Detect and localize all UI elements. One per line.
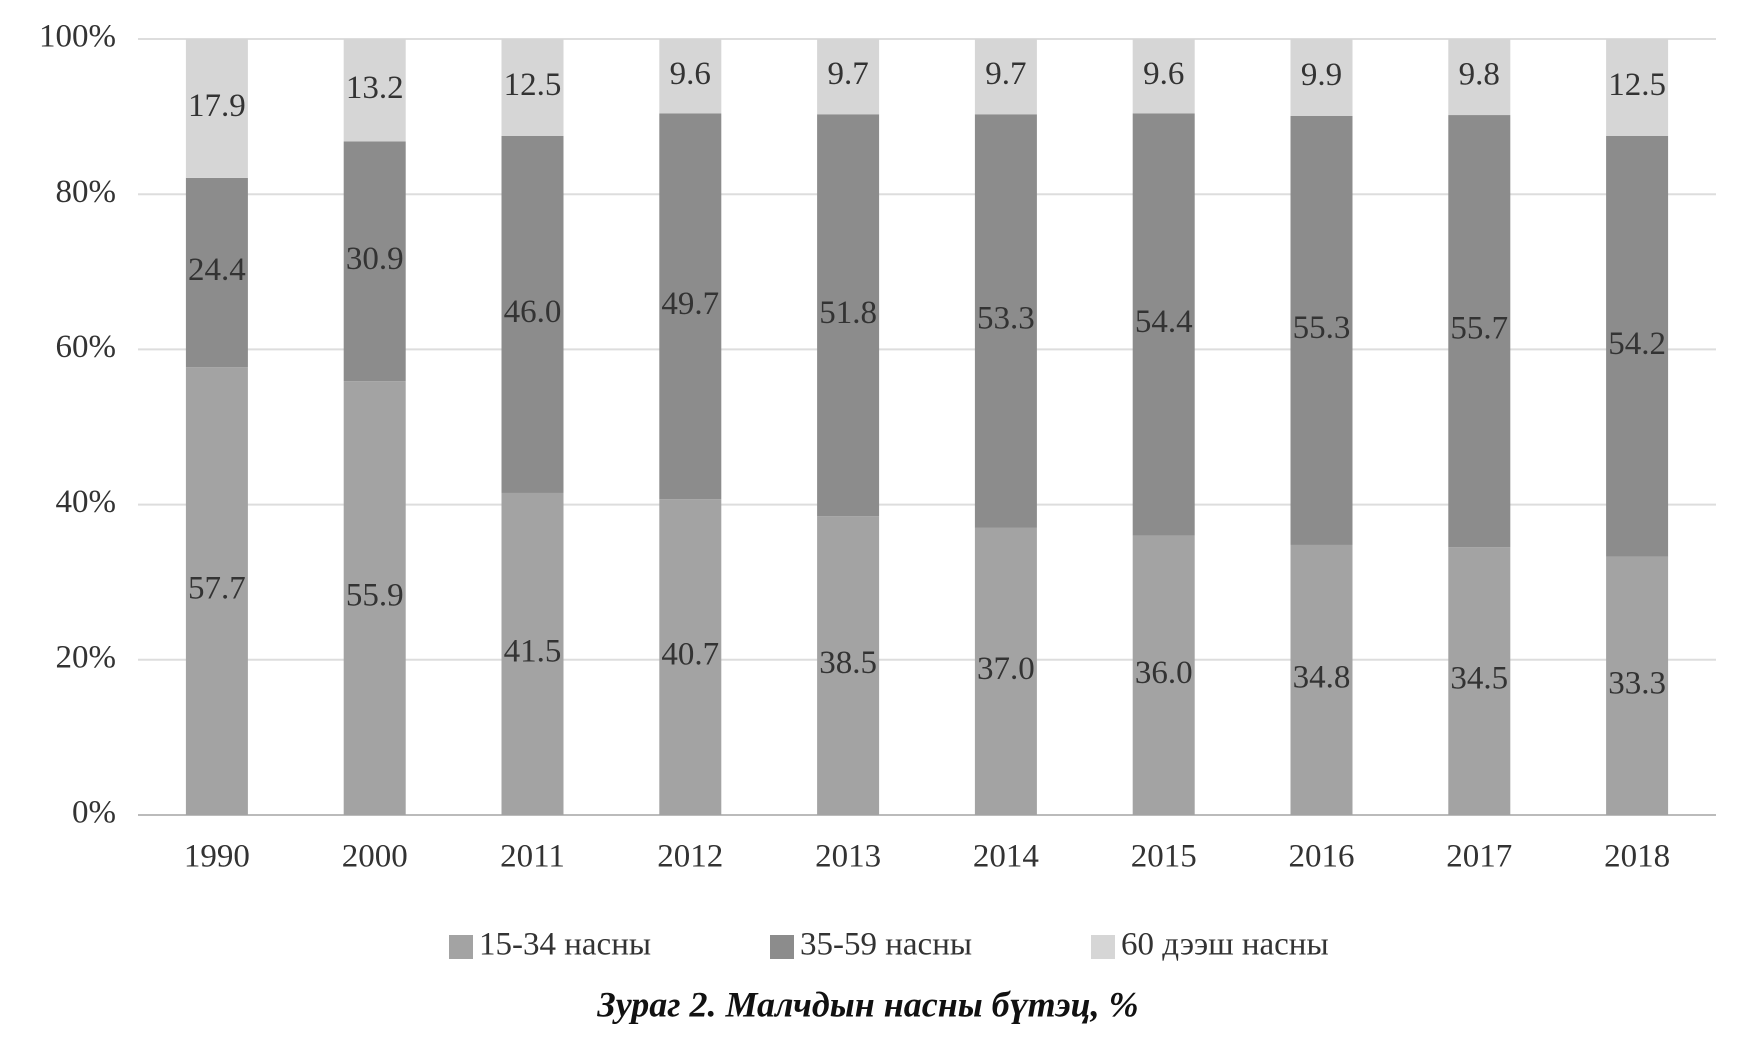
x-tick-label: 2011 <box>500 839 565 875</box>
data-label: 30.9 <box>346 241 404 277</box>
data-label: 36.0 <box>1135 655 1193 691</box>
legend-swatch <box>1091 935 1115 959</box>
bar-segment <box>659 39 722 114</box>
data-label: 38.5 <box>819 645 877 681</box>
data-label: 9.7 <box>827 56 868 92</box>
bar-segment <box>1448 39 1511 116</box>
data-label: 55.3 <box>1293 310 1351 346</box>
bar-segment <box>1290 39 1353 116</box>
data-label: 33.3 <box>1608 665 1666 701</box>
bar-segment <box>1606 556 1669 815</box>
data-label: 9.7 <box>985 56 1026 92</box>
bar-segment <box>817 39 880 115</box>
bar-segment <box>343 381 406 815</box>
x-tick-label: 2016 <box>1289 839 1355 875</box>
y-tick-label: 80% <box>56 174 117 210</box>
bar-segment <box>817 114 880 517</box>
data-label: 9.9 <box>1301 57 1342 93</box>
data-label: 49.7 <box>661 286 719 322</box>
bar-segment <box>1606 136 1669 557</box>
bar-segment <box>659 113 722 500</box>
data-label: 34.8 <box>1293 660 1351 696</box>
bar-segment <box>185 367 248 815</box>
data-label: 9.6 <box>670 56 711 92</box>
data-label: 12.5 <box>1608 67 1666 103</box>
bar-segment <box>1448 115 1511 548</box>
data-label: 51.8 <box>819 295 877 331</box>
bar-segment <box>501 492 564 815</box>
data-label: 13.2 <box>346 70 404 106</box>
x-tick-label: 2018 <box>1604 839 1670 875</box>
bar-segment <box>974 39 1037 115</box>
data-label: 37.0 <box>977 651 1035 687</box>
data-label: 9.8 <box>1459 57 1500 93</box>
bar-segment <box>185 177 248 368</box>
data-label: 46.0 <box>504 294 562 330</box>
bar-segment <box>1132 535 1195 815</box>
legend-swatch <box>770 935 794 959</box>
bar-segment <box>1132 39 1195 114</box>
y-tick-label: 60% <box>56 329 117 365</box>
bar-segment <box>1290 544 1353 815</box>
bar-segment <box>817 516 880 815</box>
data-label: 34.5 <box>1450 661 1508 697</box>
data-label: 12.5 <box>504 67 562 103</box>
x-tick-label: 2013 <box>815 839 881 875</box>
data-label: 53.3 <box>977 301 1035 337</box>
bar-segment <box>1606 39 1669 136</box>
data-label: 54.2 <box>1608 326 1666 362</box>
y-tick-label: 20% <box>56 639 117 675</box>
bar-segment <box>974 114 1037 528</box>
y-tick-label: 40% <box>56 484 117 520</box>
bar-segment <box>501 39 564 136</box>
x-tick-label: 1990 <box>184 839 250 875</box>
data-label: 17.9 <box>188 88 246 124</box>
bar-segment <box>974 527 1037 815</box>
data-label: 55.7 <box>1450 311 1508 347</box>
bar-segment <box>501 136 564 493</box>
data-label: 55.9 <box>346 578 404 614</box>
data-label: 24.4 <box>188 252 246 288</box>
legend-swatch <box>449 935 473 959</box>
bar-segment <box>1290 115 1353 545</box>
bar-segment <box>343 141 406 382</box>
data-label: 57.7 <box>188 571 246 607</box>
data-label: 41.5 <box>504 634 562 670</box>
legend-label: 35-59 насны <box>800 927 972 963</box>
x-tick-label: 2015 <box>1131 839 1197 875</box>
y-tick-label: 0% <box>72 795 116 831</box>
data-label: 40.7 <box>661 637 719 673</box>
data-label: 9.6 <box>1143 56 1184 92</box>
x-tick-label: 2014 <box>973 839 1039 875</box>
bar-segment <box>343 39 406 142</box>
legend-label: 15-34 насны <box>479 927 651 963</box>
bar-segment <box>1448 547 1511 815</box>
caption: Зураг 2. Малчдын насны бүтэц, % <box>596 984 1138 1024</box>
legend-label: 60 дээш насны <box>1121 927 1329 963</box>
bar-segment <box>659 499 722 815</box>
data-label: 54.4 <box>1135 304 1193 340</box>
x-tick-label: 2000 <box>342 839 408 875</box>
bar-segment <box>1132 113 1195 536</box>
x-tick-label: 2012 <box>657 839 723 875</box>
x-tick-label: 2017 <box>1446 839 1512 875</box>
y-tick-label: 100% <box>39 19 116 55</box>
bar-segment <box>185 39 248 178</box>
